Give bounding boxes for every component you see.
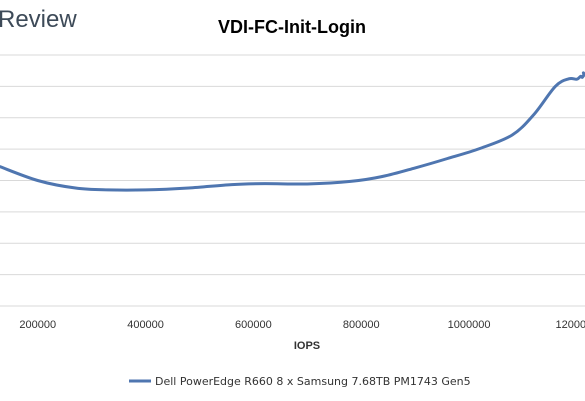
x-axis-tick-labels: 200000 400000 600000 800000 1000000 1200000 — [19, 319, 585, 331]
legend-label: Dell PowerEdge R660 8 x Samsung 7.68TB P… — [155, 375, 471, 388]
x-tick-label: 1200000 — [555, 319, 585, 331]
legend: Dell PowerEdge R660 8 x Samsung 7.68TB P… — [129, 375, 471, 388]
x-tick-label: 600000 — [235, 319, 272, 331]
gridlines — [0, 54, 585, 307]
chart-title: VDI-FC-Init-Login — [218, 17, 366, 37]
watermark-logo: Review — [0, 6, 77, 33]
x-tick-label: 800000 — [343, 319, 380, 331]
series-line — [0, 71, 585, 192]
x-tick-label: 200000 — [19, 319, 56, 331]
x-tick-label: 1000000 — [448, 319, 491, 331]
x-tick-label: 400000 — [127, 319, 164, 331]
series-lines — [0, 71, 585, 192]
x-axis-label: IOPS — [294, 340, 320, 352]
